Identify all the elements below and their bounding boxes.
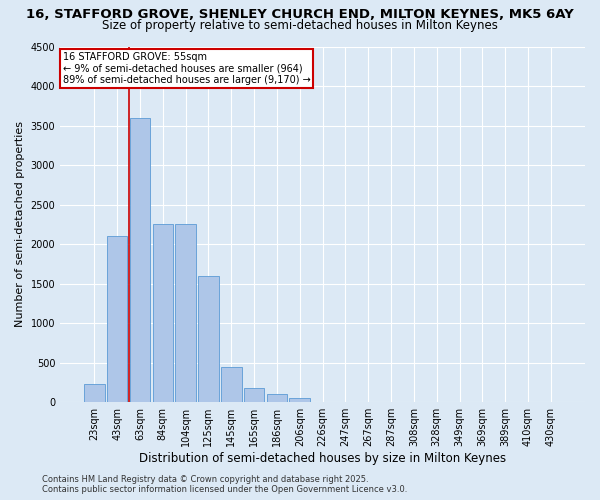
Bar (152, 224, 173, 402)
Bar (107, 236, 127, 402)
Bar (175, 224, 196, 402)
Bar (84, 384, 104, 402)
Bar (266, 394, 287, 402)
X-axis label: Distribution of semi-detached houses by size in Milton Keynes: Distribution of semi-detached houses by … (139, 452, 506, 465)
Bar (130, 118, 150, 402)
Bar (244, 388, 265, 402)
Text: 16, STAFFORD GROVE, SHENLEY CHURCH END, MILTON KEYNES, MK5 6AY: 16, STAFFORD GROVE, SHENLEY CHURCH END, … (26, 8, 574, 20)
Text: Contains HM Land Registry data © Crown copyright and database right 2025.
Contai: Contains HM Land Registry data © Crown c… (42, 474, 407, 494)
Text: 16 STAFFORD GROVE: 55sqm
← 9% of semi-detached houses are smaller (964)
89% of s: 16 STAFFORD GROVE: 55sqm ← 9% of semi-de… (63, 52, 311, 85)
Bar (198, 276, 219, 402)
Y-axis label: Number of semi-detached properties: Number of semi-detached properties (15, 122, 25, 328)
Bar (289, 398, 310, 402)
Text: Size of property relative to semi-detached houses in Milton Keynes: Size of property relative to semi-detach… (102, 18, 498, 32)
Bar (221, 366, 242, 402)
